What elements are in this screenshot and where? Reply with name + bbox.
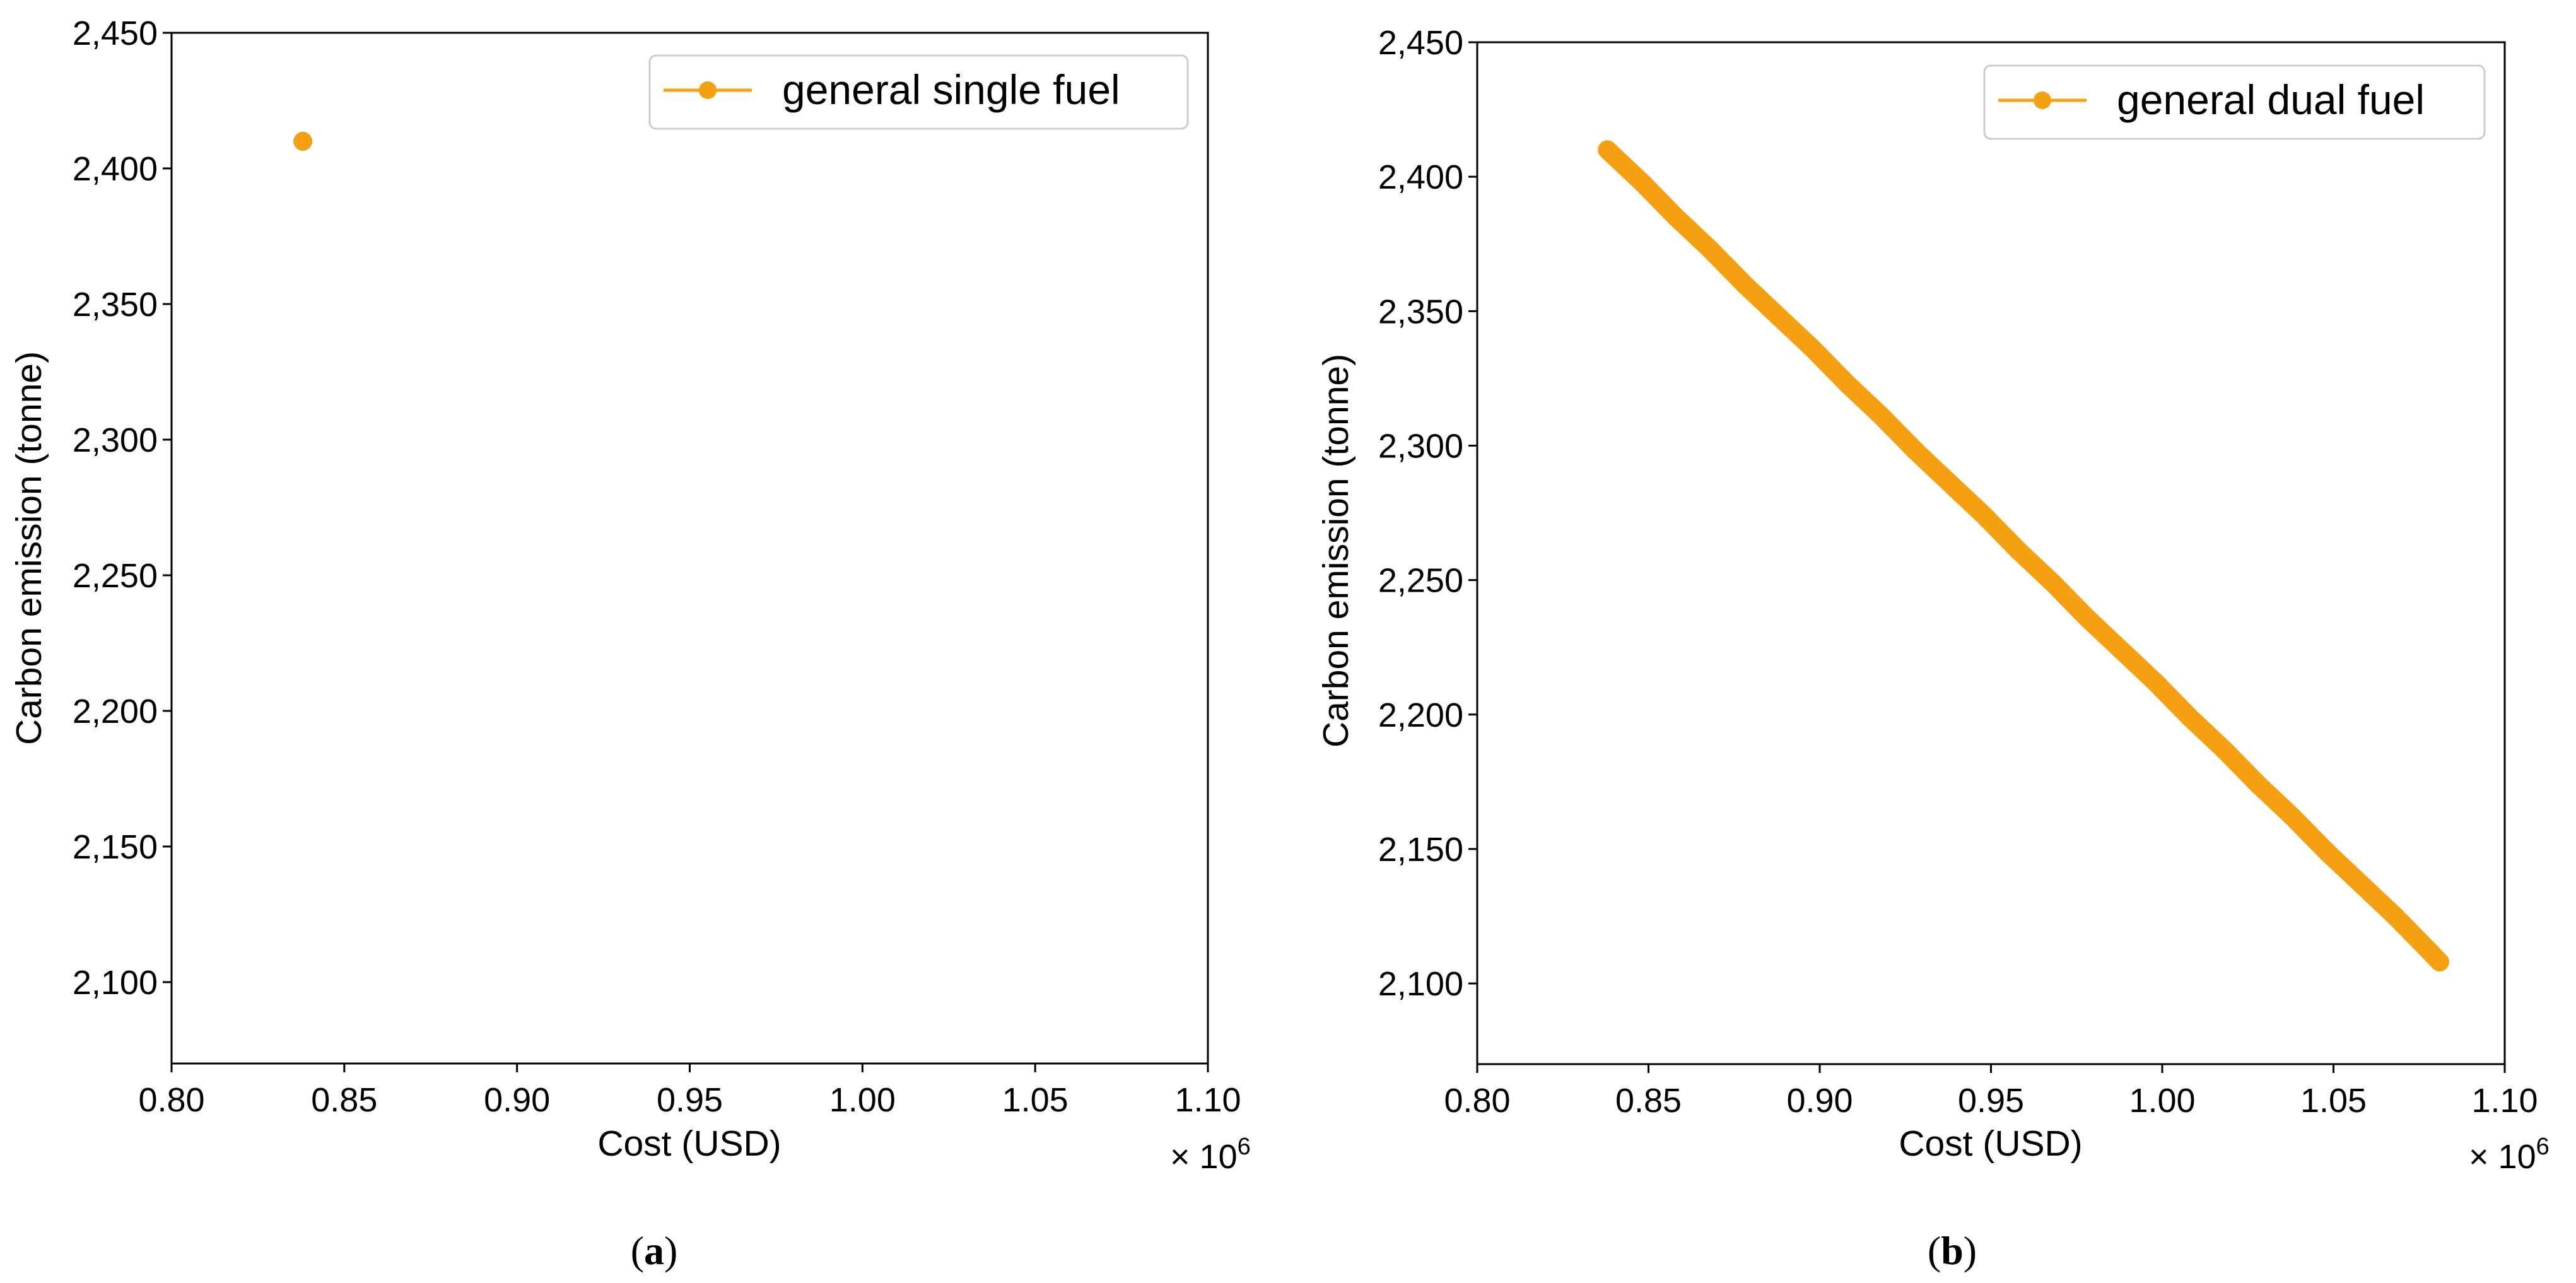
panel-b-legend-label: general dual fuel xyxy=(2117,76,2425,123)
panel-b-ytick-label: 2,200 xyxy=(1378,696,1463,734)
panel-b-ytick-label: 2,100 xyxy=(1378,965,1463,1003)
panel-b-data-point xyxy=(2111,640,2131,660)
panel-a: 0.80 0.85 0.90 0.95 1.00 1.05 1.10 2,1002,1502… xyxy=(9,15,1251,1273)
panel-b-x-multiplier: × 106 xyxy=(2469,1134,2550,1176)
panel-b-data-point xyxy=(1632,172,1651,192)
panel-a-xticks: 0.80 0.85 0.90 0.95 1.00 1.05 1.10 xyxy=(138,1063,1241,1119)
panel-a-x-multiplier-prefix: × 10 xyxy=(1170,1138,1238,1176)
panel-b-data-point xyxy=(1974,506,1994,525)
panel-b-series xyxy=(1598,140,2449,971)
panel-a-ytick-label: 2,350 xyxy=(73,286,158,324)
panel-b-yticks: 2,100 2,150 2,200 2,250 2,300 2,350 2,400 2,450 xyxy=(1378,24,1477,1003)
panel-b: 0.80 0.85 0.90 0.95 1.00 1.05 1.10 2,1002,1502… xyxy=(1316,24,2550,1273)
panel-b-data-point xyxy=(2180,708,2199,727)
panel-a-legend-marker xyxy=(699,81,717,99)
panel-b-data-point xyxy=(2214,740,2234,759)
panel-b-legend-marker xyxy=(2034,91,2051,109)
panel-b-data-point xyxy=(1666,208,1685,227)
panel-b-data-point xyxy=(1837,374,1857,394)
panel-b-xtick-label: 0.90 xyxy=(1786,1082,1853,1120)
panel-b-data-point xyxy=(1701,240,1720,259)
panel-a-label-close: ) xyxy=(664,1228,677,1273)
panel-b-data-point xyxy=(2317,842,2336,862)
panel-b-data-point xyxy=(2386,906,2405,926)
panel-a-ytick-label: 2,200 xyxy=(73,693,158,730)
panel-a-xtick-label: 0.90 xyxy=(484,1081,550,1119)
panel-b-data-point xyxy=(1598,140,1617,160)
panel-a-ytick-label: 2,300 xyxy=(73,421,158,459)
panel-b-data-point xyxy=(2077,608,2097,628)
panel-b-data-point xyxy=(1940,474,1960,493)
panel-b-label: (b) xyxy=(1928,1228,1977,1273)
panel-b-y-axis-title: Carbon emission (tonne) xyxy=(1316,354,1356,747)
panel-a-x-axis-title: Cost (USD) xyxy=(597,1123,781,1164)
panel-b-xtick-label: 0.95 xyxy=(1958,1082,2024,1120)
panel-a-xtick-label: 0.80 xyxy=(138,1081,204,1119)
panel-b-label-close: ) xyxy=(1964,1228,1977,1273)
panel-b-label-letter: b xyxy=(1941,1228,1964,1273)
panel-a-legend-box xyxy=(648,54,1189,130)
panel-b-xticks: 0.80 0.85 0.90 0.95 1.00 1.05 1.10 xyxy=(1444,1064,2538,1120)
panel-a-data-point xyxy=(293,132,313,151)
panel-b-x-axis-title: Cost (USD) xyxy=(1899,1123,2082,1164)
panel-b-xtick-label: 0.80 xyxy=(1444,1082,1510,1120)
panel-b-data-point xyxy=(2008,541,2028,560)
panel-b-data-point xyxy=(2351,874,2370,894)
panel-a-series xyxy=(293,132,313,151)
panel-b-data-point xyxy=(1735,274,1754,294)
panel-b-ytick-label: 2,400 xyxy=(1378,158,1463,196)
panel-a-y-axis-title: Carbon emission (tonne) xyxy=(9,351,49,745)
panel-b-ytick-label: 2,350 xyxy=(1378,293,1463,331)
panel-a-plot-frame xyxy=(170,32,1209,1065)
panel-a-ytick-label: 2,100 xyxy=(73,964,158,1002)
panel-b-xtick-label: 1.10 xyxy=(2471,1082,2538,1120)
panel-b-data-point xyxy=(2043,573,2063,592)
panel-a-legend: general single fuel xyxy=(648,54,1189,130)
panel-a-label-open: ( xyxy=(631,1228,644,1273)
panel-b-legend: general dual fuel xyxy=(1983,64,2486,140)
panel-a-label: (a) xyxy=(631,1228,678,1273)
panel-a-xtick-label: 1.00 xyxy=(829,1081,896,1119)
panel-a-xtick-label: 1.05 xyxy=(1002,1081,1068,1119)
panel-a-ytick-label: 2,150 xyxy=(73,828,158,866)
panel-a-legend-label: general single fuel xyxy=(782,66,1120,113)
panel-a-x-multiplier-exp: 6 xyxy=(1238,1134,1251,1160)
panel-b-ytick-label: 2,150 xyxy=(1378,831,1463,869)
panel-b-plot-frame xyxy=(1476,41,2506,1065)
panel-a-ytick-label: 2,450 xyxy=(73,15,158,52)
panel-b-xtick-label: 1.00 xyxy=(2129,1082,2195,1120)
panel-a-x-multiplier: × 106 xyxy=(1170,1134,1251,1176)
panel-b-data-point xyxy=(2249,775,2268,794)
panel-a-xtick-label: 1.10 xyxy=(1174,1081,1241,1119)
panel-a-yticks: 2,100 2,150 2,200 2,250 2,300 2,350 2,400 2,450 xyxy=(73,15,172,1002)
panel-b-data-point xyxy=(1803,339,1823,358)
panel-a-label-letter: a xyxy=(644,1228,664,1273)
panel-b-data-point xyxy=(1906,442,1926,460)
panel-b-xtick-label: 0.85 xyxy=(1615,1082,1682,1120)
panel-b-data-point xyxy=(2283,807,2302,826)
panel-b-ytick-label: 2,300 xyxy=(1378,427,1463,465)
panel-b-data-point xyxy=(1769,307,1788,326)
panel-b-x-multiplier-exp: 6 xyxy=(2536,1134,2550,1160)
panel-b-legend-box xyxy=(1983,64,2486,140)
panel-a-ytick-label: 2,400 xyxy=(73,150,158,188)
panel-b-data-point xyxy=(2146,672,2165,692)
panel-b-data-point xyxy=(1871,406,1891,426)
panel-b-data-point xyxy=(2430,952,2449,971)
panel-b-x-multiplier-prefix: × 10 xyxy=(2469,1138,2536,1176)
panel-b-xtick-label: 1.05 xyxy=(2300,1082,2367,1120)
panel-b-label-open: ( xyxy=(1928,1228,1941,1273)
panel-b-ytick-label: 2,450 xyxy=(1378,24,1463,62)
panel-a-xtick-label: 0.85 xyxy=(311,1081,377,1119)
panel-b-ytick-label: 2,250 xyxy=(1378,562,1463,600)
panel-a-xtick-label: 0.95 xyxy=(657,1081,723,1119)
panel-a-ytick-label: 2,250 xyxy=(73,557,158,595)
